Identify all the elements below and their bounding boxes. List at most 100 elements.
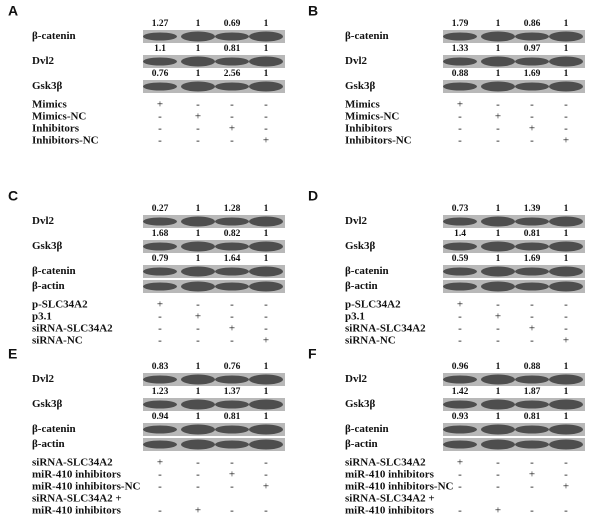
band: [215, 32, 249, 41]
panel-letter: D: [308, 188, 318, 204]
protein-label: Dvl2: [345, 55, 368, 67]
panel: E 0.83 1 0.76 1 Dvl2 1.23 1 1.37 1 Gsk3β 0.94 1 0.81 1…: [8, 346, 285, 517]
ratio: 1: [564, 19, 569, 29]
sign: +: [495, 505, 501, 517]
ratio: 0.81: [524, 412, 541, 422]
sign: -: [458, 323, 462, 335]
sign: +: [529, 469, 535, 481]
band: [249, 439, 283, 450]
band: [215, 242, 249, 251]
ratio: 0.97: [524, 44, 541, 54]
sign: -: [264, 457, 268, 469]
panel: F 0.96 1 0.88 1 Dvl2 1.42 1 1.87 1 Gsk3β 0.93 1 0.81 1…: [308, 346, 585, 517]
protein-label: Dvl2: [345, 215, 368, 227]
band: [249, 216, 283, 227]
band: [515, 32, 549, 41]
sign: +: [157, 99, 163, 111]
sign: +: [157, 457, 163, 469]
band: [143, 242, 177, 251]
band: [143, 267, 177, 276]
sign: +: [457, 99, 463, 111]
band: [549, 281, 583, 292]
sign: -: [564, 311, 568, 323]
band: [443, 267, 477, 276]
band: [443, 440, 477, 449]
sign: -: [530, 505, 534, 517]
band: [549, 424, 583, 435]
sign: +: [495, 111, 501, 123]
sign: -: [230, 99, 234, 111]
band: [549, 216, 583, 227]
ratio: 1: [196, 362, 201, 372]
band: [215, 267, 249, 276]
band: [215, 440, 249, 449]
sign: -: [496, 323, 500, 335]
band: [515, 375, 549, 384]
ratio: 0.81: [224, 44, 241, 54]
sign: -: [230, 111, 234, 123]
condition-label: p3.1: [345, 311, 365, 323]
sign: -: [458, 111, 462, 123]
ratio: 0.86: [524, 19, 541, 29]
band: [215, 57, 249, 66]
band: [143, 282, 177, 291]
sign: -: [196, 299, 200, 311]
band: [143, 400, 177, 409]
sign: +: [229, 323, 235, 335]
ratio: 1.79: [452, 19, 469, 29]
sign: -: [564, 505, 568, 517]
condition-label: siRNA-SLC34A2 +: [32, 493, 122, 505]
sign: -: [264, 123, 268, 135]
condition-label: p-SLC34A2: [32, 299, 88, 311]
condition-label: Inhibitors-NC: [345, 135, 412, 147]
band: [549, 374, 583, 385]
sign: -: [158, 135, 162, 147]
sign: -: [196, 335, 200, 347]
ratio: 1.68: [152, 229, 169, 239]
sign: -: [496, 481, 500, 493]
sign: -: [158, 505, 162, 517]
protein-label: β-actin: [345, 280, 378, 292]
band: [143, 32, 177, 41]
band: [249, 56, 283, 67]
ratio: 1: [196, 387, 201, 397]
sign: -: [530, 111, 534, 123]
sign: -: [564, 111, 568, 123]
sign: -: [458, 135, 462, 147]
band: [443, 400, 477, 409]
sign: -: [530, 335, 534, 347]
band: [143, 217, 177, 226]
ratio: 1: [196, 69, 201, 79]
band: [249, 31, 283, 42]
sign: +: [263, 335, 269, 347]
sign: +: [457, 457, 463, 469]
band: [249, 374, 283, 385]
band: [481, 281, 515, 292]
protein-label: β-actin: [32, 280, 65, 292]
condition-label: Inhibitors-NC: [32, 135, 99, 147]
band: [215, 425, 249, 434]
protein-label: β-catenin: [32, 423, 76, 435]
ratio: 1: [196, 254, 201, 264]
ratio: 1: [496, 19, 501, 29]
sign: -: [458, 123, 462, 135]
band: [249, 399, 283, 410]
band: [515, 57, 549, 66]
band: [515, 82, 549, 91]
sign: +: [195, 311, 201, 323]
ratio: 1: [264, 387, 269, 397]
panel: B 1.79 1 0.86 1 β-catenin 1.33 1 0.97 1 Dvl2 0.88 1 1…: [308, 3, 585, 147]
band: [481, 31, 515, 42]
sign: -: [564, 323, 568, 335]
sign: -: [196, 469, 200, 481]
ratio: 1: [264, 44, 269, 54]
panel: D 0.73 1 1.39 1 Dvl2 1.4 1 0.81 1 Gsk3β 0.59 1 1.69 1 β…: [308, 188, 585, 347]
band: [215, 400, 249, 409]
panel-letter: F: [308, 346, 317, 362]
sign: +: [263, 135, 269, 147]
protein-label: Dvl2: [32, 215, 55, 227]
band: [443, 282, 477, 291]
band: [181, 374, 215, 385]
sign: -: [458, 481, 462, 493]
band: [181, 216, 215, 227]
